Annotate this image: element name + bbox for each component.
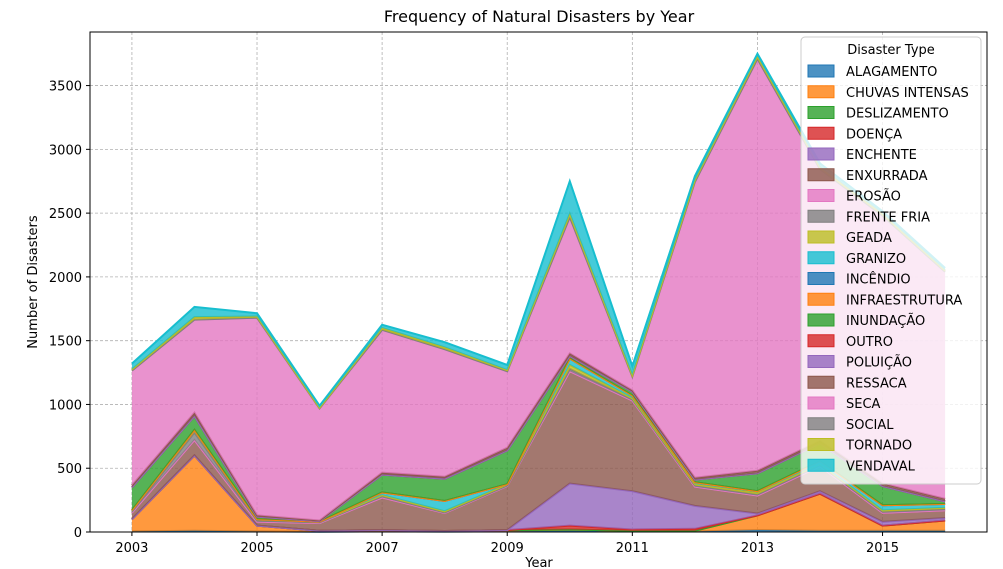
legend-swatch [807,355,835,368]
legend-label: DESLIZAMENTO [846,107,949,122]
legend[interactable]: Disaster Type ALAGAMENTO CHUVAS INTENSAS D… [800,36,982,485]
area-inundacao [131,355,946,522]
legend-label: DOENÇA [846,127,902,142]
chart-title: Frequency of Natural Disasters by Year [384,7,695,26]
legend-swatch [807,168,835,182]
y-tick-label: 2000 [49,271,82,286]
area-chuvas-intensas [131,455,946,532]
y-tick-label: 1500 [49,335,82,350]
legend-label: INUNDAÇÃO [846,313,925,329]
legend-label: OUTRO [846,335,893,350]
legend-swatch [807,396,835,410]
y-tick-label: 3000 [49,143,82,158]
legend-swatch [807,189,835,202]
legend-swatch [807,251,835,265]
legend-label: FRENTE FRIA [846,210,930,225]
legend-label: VENDAVAL [846,459,916,474]
x-tick-label: 2011 [616,541,649,556]
legend-label: GEADA [846,231,892,246]
legend-swatch [807,147,835,161]
legend-label: SOCIAL [846,418,894,433]
legend-label: RESSACA [846,376,907,391]
x-tick-label: 2013 [741,541,774,556]
legend-label: ENXURRADA [846,169,928,184]
legend-swatch [807,334,835,348]
legend-swatch [807,272,835,285]
legend-label: SECA [846,397,881,412]
area-enxurrada [131,371,946,531]
legend-label: EROSÃO [846,189,901,205]
legend-swatch [807,64,835,78]
legend-swatch [807,292,835,306]
legend-label: INFRAESTRUTURA [846,293,962,308]
legend-swatch [807,106,835,119]
legend-swatch [807,313,835,327]
legend-swatch [807,230,835,244]
legend-box [800,36,982,485]
legend-label: TORNADO [845,439,912,454]
legend-label: ENCHENTE [846,148,917,163]
y-axis: 0 500 1000 1500 2000 2500 3000 3500 [49,80,90,541]
y-tick-label: 0 [74,526,82,541]
x-tick-label: 2007 [366,541,399,556]
legend-swatch [807,85,835,99]
legend-title: Disaster Type [847,43,935,58]
x-tick-label: 2003 [115,541,148,556]
y-tick-label: 2500 [49,207,82,222]
x-axis-label: Year [524,556,553,569]
legend-swatch [807,209,835,223]
legend-swatch [807,438,835,451]
x-tick-label: 2005 [240,541,273,556]
x-tick-label: 2015 [866,541,899,556]
legend-swatch [807,417,835,431]
legend-label: GRANIZO [846,252,906,267]
y-tick-label: 1000 [49,398,82,413]
legend-label: INCÊNDIO [846,272,911,288]
legend-swatch [807,458,835,472]
legend-label: CHUVAS INTENSAS [846,86,969,101]
x-tick-label: 2009 [491,541,524,556]
legend-label: POLUIÇÃO [846,355,912,371]
legend-label: ALAGAMENTO [846,65,937,80]
legend-swatch [807,375,835,389]
legend-swatch [807,126,835,140]
y-tick-label: 500 [57,462,82,477]
y-axis-label: Number of Disasters [26,215,41,349]
y-tick-label: 3500 [49,80,82,95]
plot-frame [89,31,988,533]
x-axis: 2003 2005 2007 2009 2011 2013 2015 [115,532,899,556]
area-seca [131,58,946,521]
